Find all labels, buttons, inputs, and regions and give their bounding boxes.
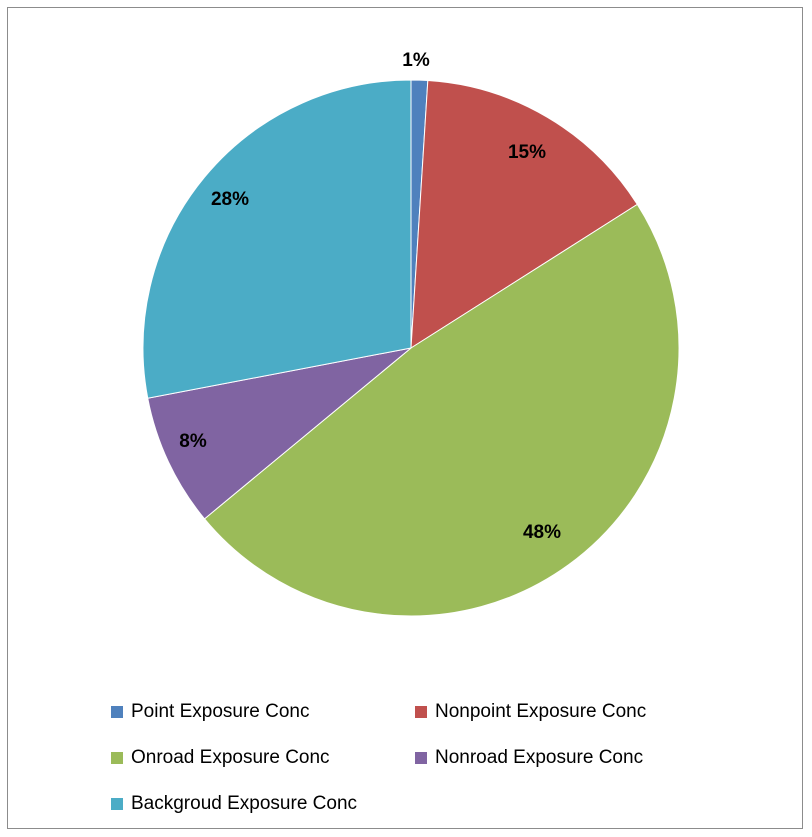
- data-label-4: 8%: [179, 431, 207, 452]
- data-label-3: 48%: [523, 522, 561, 543]
- data-label-2: 15%: [508, 142, 546, 163]
- data-label-1: 1%: [402, 50, 430, 71]
- pie-slice-3: [203, 203, 680, 617]
- pie-slice-5: [142, 79, 412, 399]
- chart-frame: 1% 15% 48% 8% 28% Point Exposure Conc Nonpoi…: [7, 7, 803, 829]
- data-label-5: 28%: [211, 189, 249, 210]
- pie-slice-2: [410, 79, 638, 349]
- pie-chart: 1% 15% 48% 8% 28%: [142, 50, 680, 617]
- pie-slice-4: [147, 347, 412, 520]
